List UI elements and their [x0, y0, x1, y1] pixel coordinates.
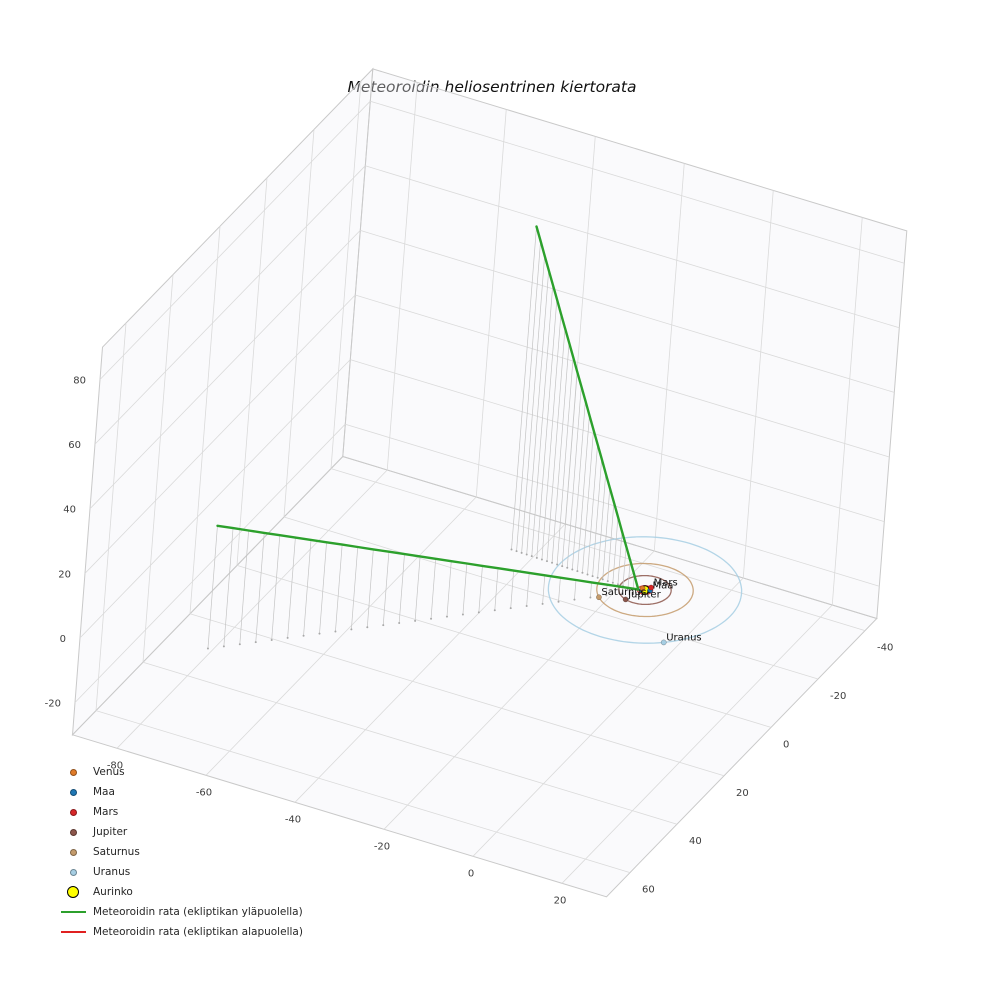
- z-tick-label: 40: [63, 505, 76, 516]
- legend-dot-sample: [67, 886, 79, 898]
- legend-dot-sample: [69, 828, 77, 836]
- orbit-jupiter: [618, 574, 672, 606]
- stem-lines: [206, 226, 635, 650]
- legend-item: Saturnus: [58, 842, 303, 862]
- legend-line-sample: [60, 910, 86, 914]
- z-tick-label: 0: [60, 634, 66, 645]
- planet-label-saturnus: Saturnus: [601, 587, 646, 598]
- z-tick-label: -20: [45, 699, 61, 710]
- legend-line-sample: [60, 930, 86, 934]
- legend-item: Maa: [58, 782, 303, 802]
- legend-item: Meteoroidin rata (ekliptikan alapuolella…: [58, 922, 303, 942]
- planet-label-maa: Maa: [653, 580, 674, 591]
- legend-label: Uranus: [93, 866, 131, 878]
- legend-label: Mars: [93, 806, 119, 818]
- legend-marker-dot: [58, 868, 88, 876]
- x-tick-label: -40: [285, 814, 301, 825]
- legend-marker-dot: [58, 808, 88, 816]
- chart-title: Meteoroidin heliosentrinen kiertorata: [347, 78, 637, 96]
- legend-label: Jupiter: [93, 826, 128, 838]
- legend-label: Saturnus: [93, 846, 140, 858]
- planet-venus: [639, 585, 646, 592]
- grid-lines: [74, 80, 905, 884]
- tick-labels: -80 -60 -40 -20 0 20 -40 -20 0 20 40 60 -20 0 20 40 60 80: [45, 376, 894, 907]
- legend-item: Meteoroidin rata (ekliptikan yläpuolella…: [58, 902, 303, 922]
- y-tick-label: 40: [689, 836, 702, 847]
- legend-item: Mars: [58, 802, 303, 822]
- planet-uranus: [660, 639, 667, 646]
- legend-label: Venus: [93, 766, 125, 778]
- legend-line-swatch: [58, 930, 88, 934]
- legend-label: Aurinko: [93, 886, 133, 898]
- legend-dot-sample: [69, 848, 77, 856]
- planet-mars: [648, 584, 654, 591]
- y-tick-label: 20: [736, 788, 749, 799]
- legend-marker-dot: [58, 768, 88, 776]
- orbit-saturnus: [596, 562, 694, 618]
- y-tick-label: -40: [877, 643, 893, 654]
- x-tick-label: -20: [374, 841, 390, 852]
- y-tick-label: -20: [830, 691, 846, 702]
- planet-label-mars: Mars: [654, 578, 678, 589]
- meteoroid-path-above: [216, 225, 640, 591]
- legend-marker-dot: [58, 848, 88, 856]
- x-tick-label: 0: [468, 868, 474, 879]
- z-tick-label: 60: [68, 440, 81, 451]
- legend-item: Jupiter: [58, 822, 303, 842]
- planet-label-uranus: Uranus: [666, 632, 701, 643]
- legend-item: Venus: [58, 762, 303, 782]
- legend-marker-dot: [58, 886, 88, 898]
- y-tick-label: 60: [642, 885, 655, 896]
- planet-label-jupiter: Jupiter: [627, 589, 661, 600]
- planet-jupiter: [622, 596, 629, 603]
- legend-dot-sample: [69, 808, 77, 816]
- legend-dot-sample: [69, 768, 77, 776]
- z-tick-label: 20: [58, 569, 71, 580]
- legend-label: Maa: [93, 786, 115, 798]
- y-tick-label: 0: [783, 739, 789, 750]
- x-tick-label: -60: [196, 787, 212, 798]
- legend: Venus Maa Mars Jupiter Saturnus Uranus Aurinko…: [58, 762, 303, 942]
- legend-label: Meteoroidin rata (ekliptikan yläpuolella…: [93, 906, 303, 918]
- x-tick-label: -80: [107, 760, 123, 771]
- legend-line-swatch: [58, 910, 88, 914]
- legend-item: Uranus: [58, 862, 303, 882]
- legend-dot-sample: [69, 868, 77, 876]
- legend-marker-dot: [58, 788, 88, 796]
- z-tick-label: 80: [73, 376, 86, 387]
- legend-marker-dot: [58, 828, 88, 836]
- legend-item: Aurinko: [58, 882, 303, 902]
- orbit-uranus: [547, 536, 743, 644]
- legend-label: Meteoroidin rata (ekliptikan alapuolella…: [93, 926, 303, 938]
- x-tick-label: 20: [554, 895, 567, 906]
- planet-saturnus: [596, 594, 602, 601]
- legend-dot-sample: [69, 788, 77, 796]
